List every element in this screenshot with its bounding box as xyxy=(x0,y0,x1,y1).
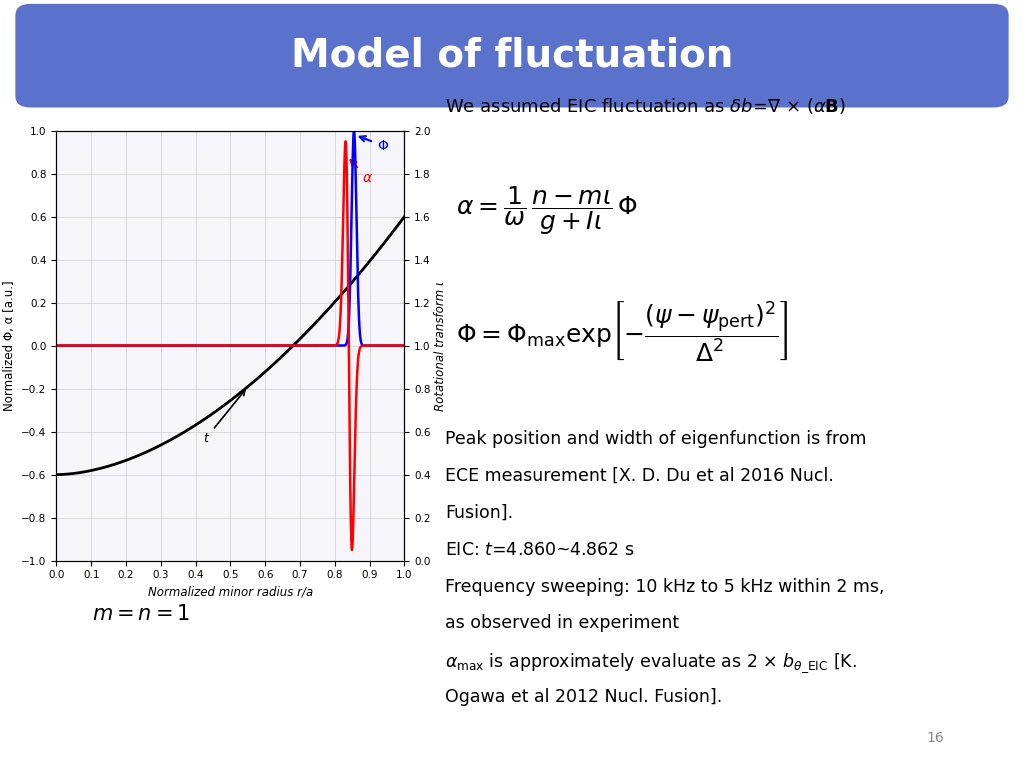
Text: ECE measurement [X. D. Du et al 2016 Nucl.: ECE measurement [X. D. Du et al 2016 Nuc… xyxy=(445,467,835,485)
Text: $\Phi = \Phi_{\mathrm{max}} \exp\!\left[-\dfrac{(\psi - \psi_{\mathrm{pert}})^2}: $\Phi = \Phi_{\mathrm{max}} \exp\!\left[… xyxy=(456,300,787,365)
Text: Ogawa et al 2012 Nucl. Fusion].: Ogawa et al 2012 Nucl. Fusion]. xyxy=(445,688,723,706)
Text: $\alpha$: $\alpha$ xyxy=(350,160,373,185)
X-axis label: Normalized minor radius r/a: Normalized minor radius r/a xyxy=(147,586,313,599)
Text: $m = n = 1$: $m = n = 1$ xyxy=(92,604,190,624)
Text: EIC: $t$=4.860~4.862 s: EIC: $t$=4.860~4.862 s xyxy=(445,541,635,558)
Y-axis label: Normalized Φ, α [a.u.]: Normalized Φ, α [a.u.] xyxy=(3,280,15,411)
Text: Model of fluctuation: Model of fluctuation xyxy=(291,36,733,74)
Text: Frequency sweeping: 10 kHz to 5 kHz within 2 ms,: Frequency sweeping: 10 kHz to 5 kHz with… xyxy=(445,578,885,595)
Text: 16: 16 xyxy=(927,731,944,745)
Text: $\alpha_{\mathrm{max}}$ is approximately evaluate as 2 $\times$ $b_{\theta\_\mat: $\alpha_{\mathrm{max}}$ is approximately… xyxy=(445,651,857,675)
Y-axis label: Rotational transform ι: Rotational transform ι xyxy=(433,280,446,411)
Text: Fusion].: Fusion]. xyxy=(445,504,514,521)
Text: Peak position and width of eigenfunction is from: Peak position and width of eigenfunction… xyxy=(445,430,867,448)
Text: $\Phi$: $\Phi$ xyxy=(359,136,389,153)
FancyBboxPatch shape xyxy=(15,4,1009,108)
Text: $\alpha = \dfrac{1}{\omega}\,\dfrac{n - m\iota}{g + I\iota}\,\Phi$: $\alpha = \dfrac{1}{\omega}\,\dfrac{n - … xyxy=(456,184,638,237)
Text: as observed in experiment: as observed in experiment xyxy=(445,614,680,632)
Text: $t$: $t$ xyxy=(203,390,245,445)
Text: We assumed EIC fluctuation as $\delta b$=$\nabla$ $\times$ ($\alpha\mathbf{B}$): We assumed EIC fluctuation as $\delta b$… xyxy=(445,96,847,116)
